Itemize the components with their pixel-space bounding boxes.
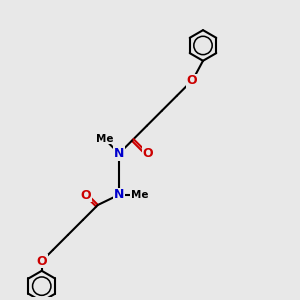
Text: Me: Me	[96, 134, 113, 143]
Text: O: O	[36, 255, 47, 268]
Text: O: O	[142, 147, 153, 160]
Text: N: N	[114, 188, 124, 201]
Text: O: O	[80, 188, 91, 202]
Text: Me: Me	[131, 190, 148, 200]
Text: O: O	[187, 74, 197, 87]
Text: N: N	[114, 147, 124, 160]
